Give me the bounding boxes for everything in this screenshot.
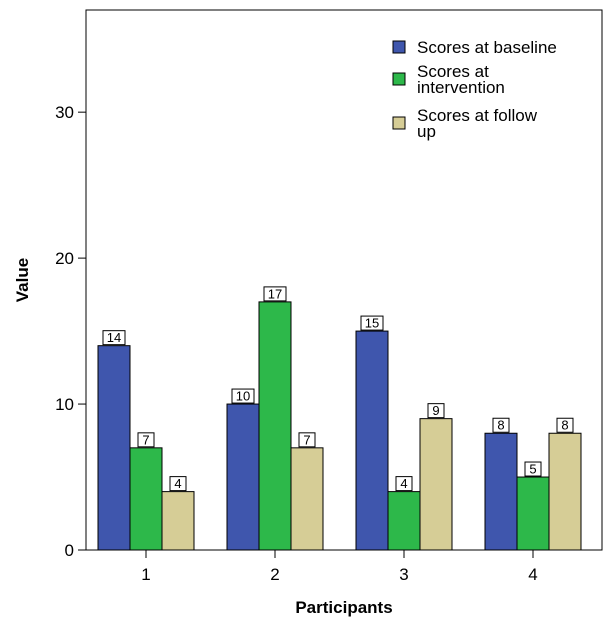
bar <box>97 345 131 551</box>
x-tick-label: 2 <box>270 565 279 584</box>
data-label: 4 <box>174 476 181 491</box>
legend-swatch <box>392 40 406 54</box>
bar <box>258 301 292 551</box>
bar <box>290 447 324 551</box>
bar <box>355 330 389 551</box>
data-label: 8 <box>497 418 504 433</box>
legend: Scores at baseline Scores at intervention S… <box>392 38 557 141</box>
data-label-box <box>395 476 413 492</box>
bar <box>129 447 163 551</box>
data-label-box <box>427 403 445 419</box>
x-tick-label: 3 <box>399 565 408 584</box>
y-tick-label: 10 <box>55 395 74 414</box>
x-axis-title: Participants <box>295 598 392 617</box>
x-tick-label: 1 <box>141 565 150 584</box>
bar <box>161 491 195 551</box>
data-label: 9 <box>432 403 439 418</box>
y-tick-label: 0 <box>65 541 74 560</box>
y-axis: 0 10 20 30 <box>55 103 86 560</box>
data-label: 17 <box>268 286 282 301</box>
data-label-box <box>298 432 316 448</box>
data-label-box <box>263 286 287 302</box>
bar <box>419 418 453 551</box>
y-tick-label: 20 <box>55 249 74 268</box>
data-label: 10 <box>236 389 250 404</box>
data-label: 7 <box>142 432 149 447</box>
legend-label: Scores at follow up <box>417 106 538 141</box>
legend-swatch <box>392 72 406 86</box>
data-label-box <box>169 476 187 492</box>
data-label-box <box>524 461 542 477</box>
data-label: 7 <box>303 432 310 447</box>
bar <box>516 476 550 551</box>
x-tick-label: 4 <box>528 565 537 584</box>
data-label: 8 <box>561 418 568 433</box>
bar <box>548 432 582 551</box>
data-label-box <box>231 388 255 404</box>
data-label: 15 <box>365 316 379 331</box>
x-axis: 1 2 3 4 <box>141 550 538 584</box>
data-labels: 14 7 4 10 17 7 15 4 9 8 5 8 <box>102 286 574 492</box>
legend-swatch <box>392 116 406 130</box>
data-label-box <box>492 417 510 433</box>
data-label-box <box>102 330 126 346</box>
bars <box>97 301 582 551</box>
data-label: 5 <box>529 462 536 477</box>
bar <box>226 403 260 551</box>
data-label-box <box>137 432 155 448</box>
y-axis-title: Value <box>13 258 32 302</box>
bar <box>484 432 518 551</box>
data-label: 14 <box>107 330 121 345</box>
bar <box>387 491 421 551</box>
plot-area-frame <box>85 9 603 551</box>
legend-label: Scores at intervention <box>417 62 505 97</box>
y-tick-label: 30 <box>55 103 74 122</box>
data-label-box <box>556 417 574 433</box>
data-label: 4 <box>400 476 407 491</box>
legend-label: Scores at baseline <box>417 38 557 57</box>
data-label-box <box>360 315 384 331</box>
